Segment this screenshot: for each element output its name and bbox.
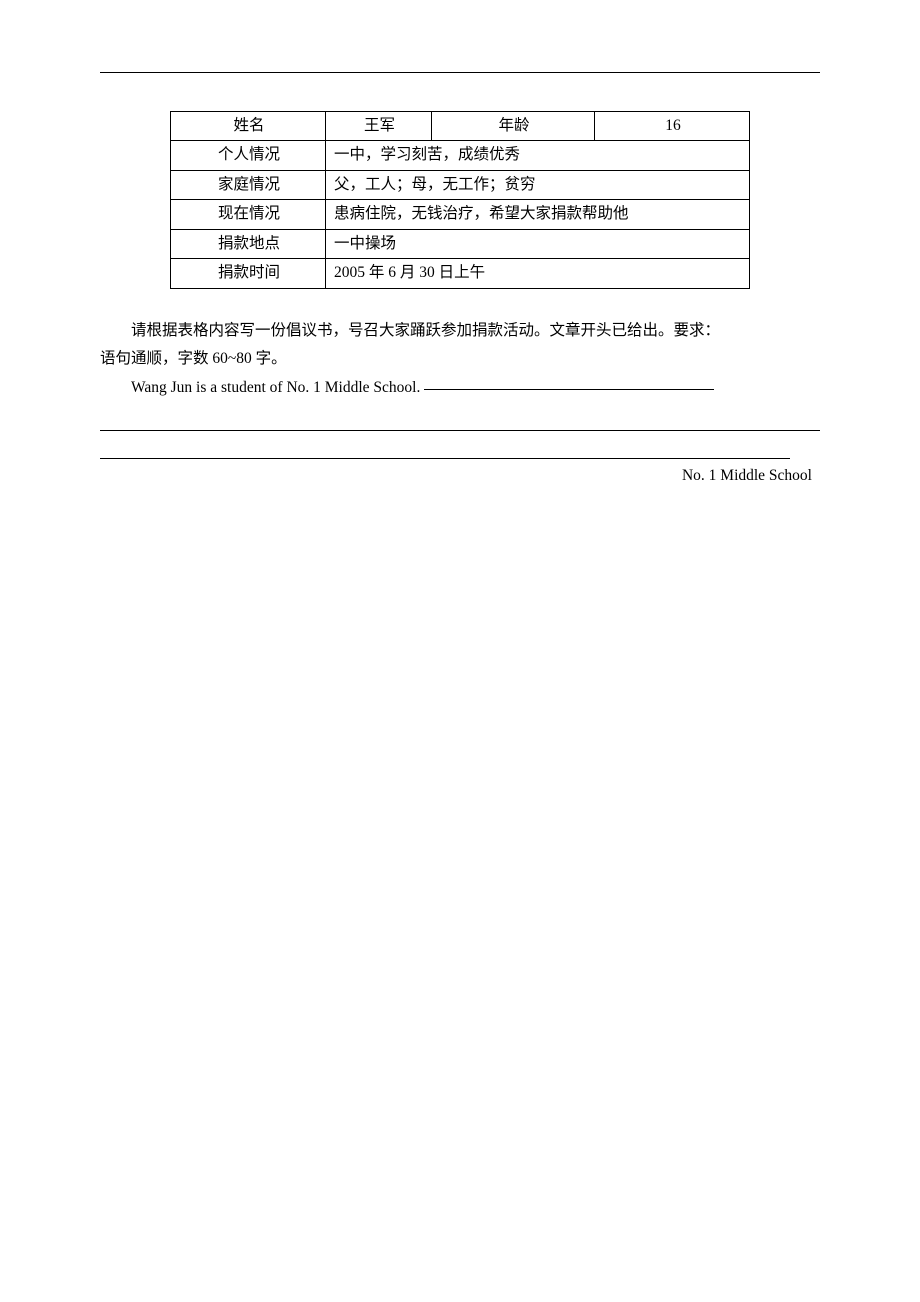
cell-value: 患病住院，无钱治疗，希望大家捐款帮助他: [326, 200, 750, 229]
cell-name-label: 姓名: [171, 112, 326, 141]
blank-line: [100, 406, 820, 431]
opening-text: Wang Jun is a student of No. 1 Middle Sc…: [131, 379, 424, 396]
opening-line: Wang Jun is a student of No. 1 Middle Sc…: [100, 374, 820, 403]
top-rule: [100, 72, 820, 73]
cell-value: 一中，学习刻苦，成绩优秀: [326, 141, 750, 170]
cell-label: 捐款地点: [171, 229, 326, 258]
cell-value: 2005 年 6 月 30 日上午: [326, 259, 750, 288]
table-row: 姓名 王军 年龄 16: [171, 112, 750, 141]
table-row: 个人情况 一中，学习刻苦，成绩优秀: [171, 141, 750, 170]
cell-value: 一中操场: [326, 229, 750, 258]
cell-label: 捐款时间: [171, 259, 326, 288]
instruction-line-2: 语句通顺，字数 60~80 字。: [100, 345, 820, 374]
table-row: 现在情况 患病住院，无钱治疗，希望大家捐款帮助他: [171, 200, 750, 229]
table-row: 捐款时间 2005 年 6 月 30 日上午: [171, 259, 750, 288]
blank-inline: [424, 389, 714, 390]
blank-line: [100, 434, 790, 459]
cell-label: 家庭情况: [171, 170, 326, 199]
cell-label: 个人情况: [171, 141, 326, 170]
table-row: 家庭情况 父，工人；母，无工作；贫穷: [171, 170, 750, 199]
info-table: 姓名 王军 年龄 16 个人情况 一中，学习刻苦，成绩优秀 家庭情况 父，工人；…: [170, 111, 750, 289]
signature: No. 1 Middle School: [100, 467, 820, 485]
table-row: 捐款地点 一中操场: [171, 229, 750, 258]
cell-age-value: 16: [595, 112, 750, 141]
cell-value: 父，工人；母，无工作；贫穷: [326, 170, 750, 199]
instruction-line-1: 请根据表格内容写一份倡议书，号召大家踊跃参加捐款活动。文章开头已给出。要求：: [100, 317, 820, 346]
cell-name-value: 王军: [326, 112, 432, 141]
cell-label: 现在情况: [171, 200, 326, 229]
cell-age-label: 年龄: [432, 112, 595, 141]
